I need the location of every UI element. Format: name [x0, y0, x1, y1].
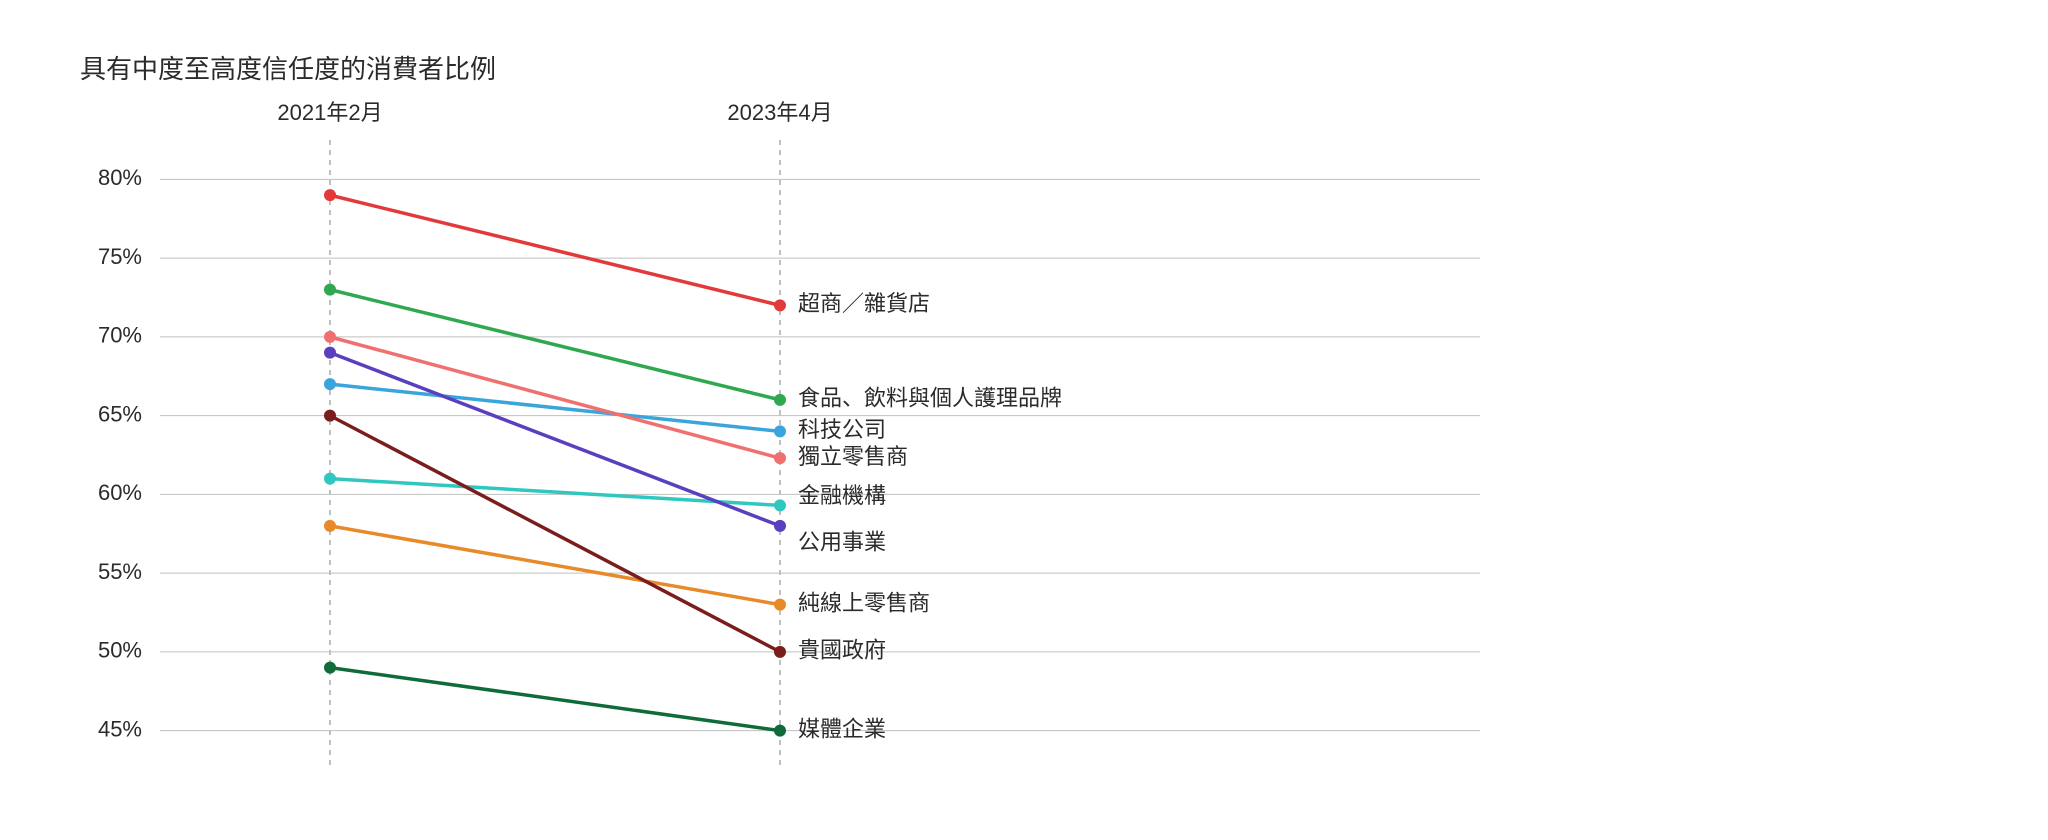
series-label: 超商／雜貨店: [798, 291, 930, 316]
series-dot-start: [324, 410, 336, 422]
series-label: 公用事業: [798, 530, 886, 555]
series-dot-end: [774, 394, 786, 406]
series-dot-start: [324, 189, 336, 201]
series-dot-end: [774, 499, 786, 511]
y-tick-label: 55%: [98, 559, 142, 584]
series-label: 貴國政府: [798, 638, 886, 663]
chart-title: 具有中度至高度信任度的消費者比例: [80, 54, 496, 84]
series-dot-end: [774, 520, 786, 532]
series-dot-end: [774, 599, 786, 611]
series-line: [330, 416, 780, 652]
series-dot-start: [324, 520, 336, 532]
y-tick-label: 65%: [98, 401, 142, 426]
series-dot-start: [324, 378, 336, 390]
series-label: 媒體企業: [798, 716, 886, 741]
y-tick-label: 45%: [98, 716, 142, 741]
y-tick-label: 50%: [98, 638, 142, 663]
series-dot-end: [774, 299, 786, 311]
series-dot-start: [324, 284, 336, 296]
series-dot-end: [774, 725, 786, 737]
series-label: 科技公司: [798, 417, 886, 442]
column-header: 2021年2月: [277, 100, 382, 125]
series-label: 純線上零售商: [798, 590, 930, 615]
series-line: [330, 526, 780, 605]
column-header: 2023年4月: [727, 100, 832, 125]
series-dot-start: [324, 347, 336, 359]
y-tick-label: 80%: [98, 165, 142, 190]
y-tick-label: 60%: [98, 480, 142, 505]
series-line: [330, 195, 780, 305]
series-line: [330, 384, 780, 431]
series-dot-end: [774, 452, 786, 464]
series-line: [330, 290, 780, 400]
series-label: 獨立零售商: [798, 444, 908, 469]
series-dot-start: [324, 331, 336, 343]
chart-svg: 具有中度至高度信任度的消費者比例 45% 50% 55% 60% 65% 70% 75% 80%…: [0, 0, 2048, 840]
series-dot-end: [774, 646, 786, 658]
slope-chart: 具有中度至高度信任度的消費者比例 45% 50% 55% 60% 65% 70% 75% 80%…: [0, 0, 2048, 840]
series-dot-start: [324, 662, 336, 674]
series-dot-start: [324, 473, 336, 485]
series-line: [330, 668, 780, 731]
series-label: 金融機構: [798, 483, 886, 508]
series-label: 食品、飲料與個人護理品牌: [798, 386, 1062, 411]
y-tick-label: 70%: [98, 323, 142, 348]
series-dot-end: [774, 425, 786, 437]
y-tick-label: 75%: [98, 244, 142, 269]
